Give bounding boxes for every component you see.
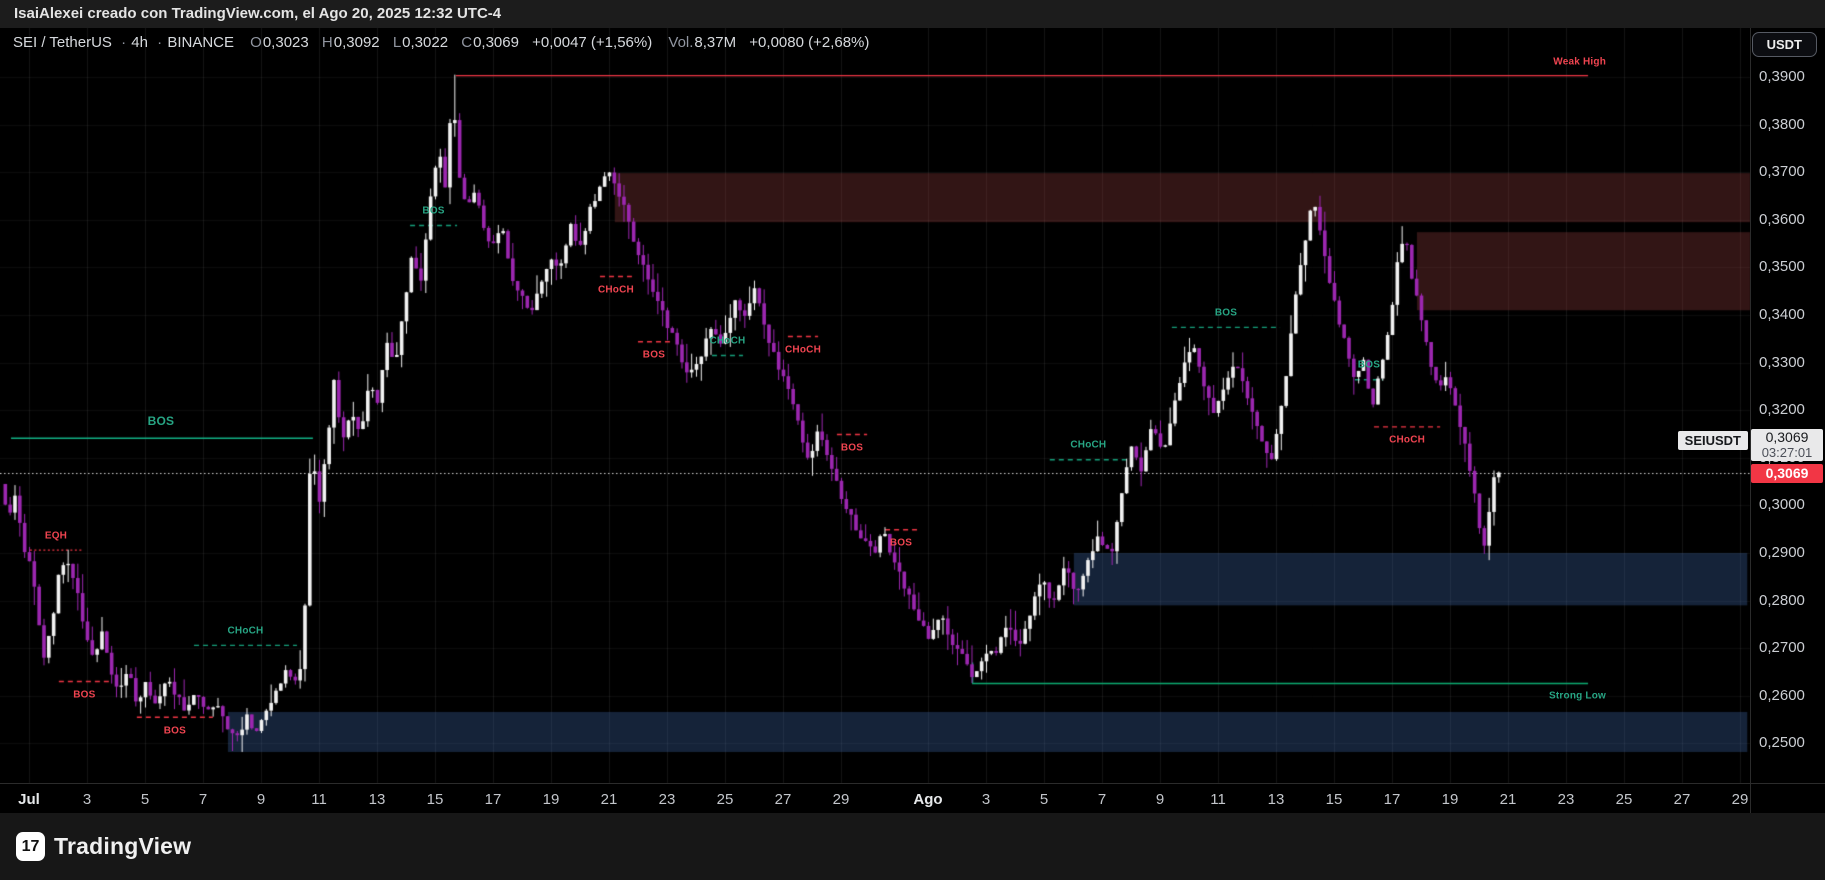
volume-change-value: +0,0080 (+2,68%) bbox=[749, 34, 870, 51]
time-tick: 25 bbox=[1615, 791, 1633, 808]
price-tick: 0,2600 bbox=[1759, 686, 1805, 704]
time-tick: 19 bbox=[1441, 791, 1459, 808]
low-letter: L bbox=[392, 34, 402, 51]
close-letter: C bbox=[461, 34, 473, 51]
price-tick: 0,2700 bbox=[1759, 639, 1805, 657]
time-tick: 9 bbox=[1155, 791, 1165, 808]
symbol-info-bar: SEI / TetherUS · 4h · BINANCE O0,3023 H0… bbox=[13, 34, 874, 51]
time-tick: Ago bbox=[913, 791, 943, 808]
time-tick: 27 bbox=[774, 791, 792, 808]
price-tick: 0,3200 bbox=[1759, 401, 1805, 419]
bar-countdown: 03:27:01 bbox=[1761, 445, 1813, 460]
time-tick: 19 bbox=[542, 791, 560, 808]
price-tick: 0,3800 bbox=[1759, 115, 1805, 133]
time-tick: 3 bbox=[82, 791, 92, 808]
time-tick: 25 bbox=[716, 791, 734, 808]
time-tick: 5 bbox=[1039, 791, 1049, 808]
time-tick: 15 bbox=[426, 791, 444, 808]
time-tick: 11 bbox=[311, 791, 327, 808]
price-tick: 0,3900 bbox=[1759, 68, 1805, 85]
price-tick: 0,3700 bbox=[1759, 163, 1805, 181]
price-tick: 0,3600 bbox=[1759, 210, 1805, 228]
price-tick: 0,3000 bbox=[1759, 496, 1805, 514]
last-price-label: 0,3069 bbox=[1751, 464, 1823, 483]
change-value: +0,0047 (+1,56%) bbox=[532, 34, 653, 51]
exchange-label: BINANCE bbox=[167, 34, 234, 51]
current-price-value: 0,3069 bbox=[1765, 429, 1809, 445]
price-tick: 0,3300 bbox=[1759, 353, 1805, 371]
price-tick: 0,2500 bbox=[1759, 734, 1805, 752]
time-tick: 3 bbox=[981, 791, 991, 808]
candlestick-chart-canvas[interactable] bbox=[0, 28, 1825, 813]
separator-dot: · bbox=[121, 34, 127, 51]
price-tick: 0,2900 bbox=[1759, 544, 1805, 561]
footer-bar: 17 TradingView bbox=[0, 813, 1825, 880]
time-tick: 13 bbox=[368, 791, 386, 808]
time-tick: 5 bbox=[140, 791, 150, 808]
time-tick: 9 bbox=[256, 791, 266, 808]
time-axis[interactable]: Jul 3 5 7 9 11 13 15 17 19 21 23 25 27 29 Ago 3 5 7 9 11 13 15… bbox=[0, 783, 1825, 813]
time-tick: 7 bbox=[1097, 791, 1107, 808]
open-value: 0,3023 bbox=[262, 34, 309, 51]
time-tick: 15 bbox=[1325, 791, 1343, 808]
time-tick: 27 bbox=[1673, 791, 1691, 808]
time-tick: 7 bbox=[198, 791, 208, 808]
volume-value: 8,37M bbox=[694, 34, 737, 51]
time-tick: 17 bbox=[484, 791, 502, 808]
price-tick: 0,3400 bbox=[1759, 306, 1805, 323]
tradingview-wordmark[interactable]: TradingView bbox=[54, 833, 192, 859]
time-tick: 17 bbox=[1383, 791, 1401, 808]
time-tick: 29 bbox=[832, 791, 850, 808]
price-tick: 0,3500 bbox=[1759, 258, 1805, 276]
currency-toggle-button[interactable]: USDT bbox=[1751, 32, 1817, 57]
time-tick: 29 bbox=[1731, 791, 1749, 808]
open-letter: O bbox=[250, 34, 262, 51]
price-tick: 0,2800 bbox=[1759, 591, 1805, 609]
symbol-tag-label: SEIUSDT bbox=[1677, 431, 1748, 450]
separator-dot: · bbox=[157, 34, 163, 51]
time-tick: 13 bbox=[1267, 791, 1285, 808]
time-tick: 21 bbox=[600, 791, 618, 808]
time-tick: 21 bbox=[1499, 791, 1517, 808]
chart-container: SEI / TetherUS · 4h · BINANCE O0,3023 H0… bbox=[0, 28, 1825, 813]
attribution-text: IsaiAlexei creado con TradingView.com, e… bbox=[14, 5, 502, 22]
current-price-box: 0,3069 03:27:01 bbox=[1751, 429, 1823, 461]
interval-label: 4h bbox=[131, 34, 148, 51]
time-tick: 11 bbox=[1210, 791, 1226, 808]
time-tick: 23 bbox=[1557, 791, 1575, 808]
time-tick: 23 bbox=[658, 791, 676, 808]
high-value: 0,3092 bbox=[333, 34, 380, 51]
time-tick: Jul bbox=[18, 791, 40, 808]
low-value: 0,3022 bbox=[402, 34, 449, 51]
volume-letter: Vol. bbox=[668, 34, 694, 51]
close-value: 0,3069 bbox=[473, 34, 519, 51]
attribution-bar: IsaiAlexei creado con TradingView.com, e… bbox=[0, 0, 1825, 28]
symbol-name: SEI / TetherUS bbox=[13, 34, 112, 51]
tradingview-logo-icon[interactable]: 17 bbox=[16, 832, 45, 861]
high-letter: H bbox=[321, 34, 333, 51]
price-axis[interactable]: 0,3900 0,3800 0,3700 0,3600 0,3500 0,3400 0,33… bbox=[1750, 28, 1825, 813]
